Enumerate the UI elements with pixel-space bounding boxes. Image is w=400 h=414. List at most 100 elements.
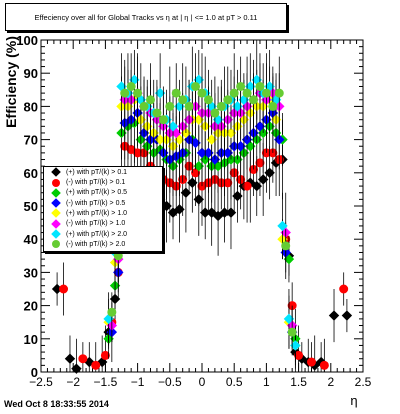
data-point [91, 360, 101, 370]
data-point [319, 360, 329, 370]
data-point [339, 284, 349, 294]
data-point [120, 88, 130, 98]
data-point [294, 350, 304, 360]
x-tick-label: 0 [199, 375, 206, 389]
legend-marker [51, 188, 61, 198]
chart-title: Effeciency over all for Global Tracks vs… [5, 3, 287, 31]
x-tick-label: 1.5 [290, 375, 307, 389]
y-tick-label: 30 [24, 265, 38, 280]
legend-item-1: (+) with pT/(k) > 0.1 [44, 167, 162, 178]
data-point [184, 101, 194, 111]
legend-label: (-) with pT/(k) > 1.0 [66, 220, 126, 228]
legend-marker [51, 208, 61, 219]
data-point [328, 310, 340, 321]
y-tick-label: 50 [24, 199, 38, 214]
data-point [113, 251, 123, 261]
legend-item-3: (+) with pT/(k) > 0.5 [44, 188, 162, 198]
legend-label: (+) with pT/(k) > 2.0 [66, 230, 128, 238]
y-tick-label: 0 [31, 365, 38, 380]
y-tick-label: 80 [24, 99, 38, 114]
legend-label: (+) with pT/(k) > 0.1 [66, 168, 128, 176]
legend-marker [51, 198, 61, 208]
x-tick-label: −2 [66, 375, 80, 389]
data-point [100, 350, 110, 360]
data-point [249, 95, 259, 105]
data-point [210, 108, 220, 118]
data-point [242, 181, 252, 191]
data-point [64, 353, 76, 364]
y-tick-label: 90 [24, 66, 38, 81]
y-tick-label: 10 [24, 332, 38, 347]
data-point [341, 310, 353, 321]
data-point [171, 88, 181, 98]
data-point [78, 354, 88, 364]
x-tick-label: 1 [263, 375, 270, 389]
data-point [145, 95, 155, 105]
data-point [152, 108, 162, 118]
data-points [51, 40, 353, 374]
data-point [236, 81, 246, 91]
series-8 [107, 53, 297, 356]
data-point [203, 95, 213, 105]
x-tick-label: −2.5 [29, 375, 53, 389]
legend-label: (+) with pT/(k) > 1.0 [66, 209, 128, 217]
data-point [255, 81, 265, 91]
y-tick-label: 60 [24, 166, 38, 181]
data-point [268, 101, 278, 111]
x-tick-label: −1 [131, 375, 145, 389]
data-point [107, 307, 117, 317]
data-point [165, 101, 175, 111]
legend-label: (-) with pT/(k) > 0.1 [66, 179, 126, 187]
plot-axes: −2.5 −2 −1.5 −1 −0.5 0 0.5 1 1.5 2 2.5 0 10 20 30 40 50 6… [16, 33, 371, 389]
x-tick-label: 2.5 [355, 375, 372, 389]
data-point [277, 220, 288, 232]
legend-marker [51, 229, 61, 239]
legend-label: (+) with pT/(k) > 0.5 [66, 189, 128, 197]
x-tick-label: 2 [327, 375, 334, 389]
legend: (+) with pT/(k) > 0.1 (-) with pT/(k) > 0… [43, 166, 163, 252]
data-point [261, 88, 271, 98]
legend-item-7: (+) with pT/(k) > 2.0 [44, 229, 162, 239]
x-tick-label: −1.5 [94, 375, 118, 389]
x-tick-label: 0.5 [226, 375, 243, 389]
data-point [255, 158, 265, 168]
chart-title-text: Effeciency over all for Global Tracks vs… [34, 12, 258, 22]
data-point [178, 95, 188, 105]
legend-item-8: (-) with pT/(k) > 2.0 [44, 239, 162, 249]
data-point [158, 115, 168, 125]
data-point [71, 363, 82, 374]
legend-marker [51, 167, 61, 178]
legend-label: (-) with pT/(k) > 2.0 [66, 240, 126, 248]
data-point [139, 101, 149, 111]
data-point [274, 88, 284, 98]
legend-marker [51, 218, 61, 229]
data-point [191, 81, 201, 91]
data-point [197, 88, 207, 98]
data-point [281, 241, 291, 251]
legend-item-6: (-) with pT/(k) > 1.0 [44, 218, 162, 229]
data-point [223, 95, 233, 105]
x-tick-label: −0.5 [158, 375, 182, 389]
y-axis-label: Efficiency (%) [3, 36, 19, 128]
legend-marker [52, 240, 60, 249]
legend-item-2: (-) with pT/(k) > 0.1 [44, 178, 162, 188]
data-point [287, 327, 297, 337]
y-tick-label: 20 [24, 299, 38, 314]
data-point [223, 178, 233, 188]
y-tick-label: 70 [24, 133, 38, 148]
legend-label: (-) with pT/(k) > 0.5 [66, 199, 126, 207]
y-tick-label: 40 [24, 232, 38, 247]
legend-marker [52, 178, 60, 187]
data-point [216, 101, 226, 111]
data-point [306, 357, 316, 367]
data-point [242, 88, 252, 98]
data-point [133, 88, 143, 98]
data-point [229, 88, 239, 98]
data-point [59, 284, 69, 294]
legend-item-5: (+) with pT/(k) > 1.0 [44, 208, 162, 219]
y-tick-label: 100 [16, 33, 38, 48]
legend-item-4: (-) with pT/(k) > 0.5 [44, 198, 162, 208]
x-axis-label: η [350, 393, 357, 408]
data-point [126, 81, 136, 91]
